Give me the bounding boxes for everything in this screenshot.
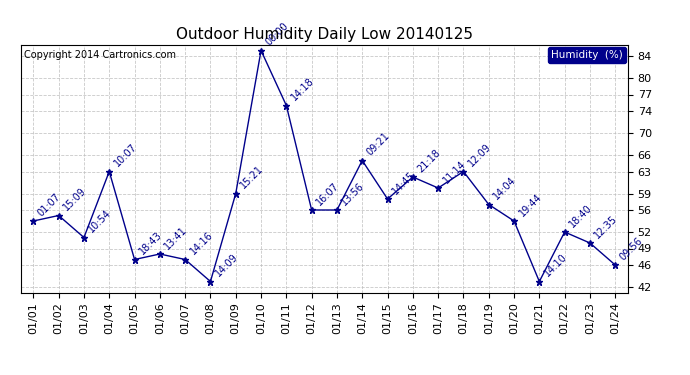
Text: Copyright 2014 Cartronics.com: Copyright 2014 Cartronics.com — [23, 50, 176, 60]
Text: 19:44: 19:44 — [517, 192, 544, 218]
Text: 14:04: 14:04 — [491, 175, 518, 202]
Text: 11:14: 11:14 — [441, 159, 468, 185]
Text: 09:21: 09:21 — [365, 131, 392, 158]
Text: 12:09: 12:09 — [466, 142, 493, 169]
Text: 10:07: 10:07 — [112, 142, 139, 169]
Text: 09:56: 09:56 — [618, 236, 645, 262]
Text: 18:40: 18:40 — [567, 202, 594, 229]
Title: Outdoor Humidity Daily Low 20140125: Outdoor Humidity Daily Low 20140125 — [176, 27, 473, 42]
Text: 13:56: 13:56 — [339, 180, 366, 207]
Text: 10:54: 10:54 — [87, 208, 114, 235]
Legend: Humidity  (%): Humidity (%) — [548, 47, 626, 63]
Text: 01:07: 01:07 — [36, 192, 63, 218]
Text: 18:43: 18:43 — [137, 230, 164, 257]
Text: 15:21: 15:21 — [239, 164, 266, 191]
Text: 14:09: 14:09 — [213, 252, 240, 279]
Text: 14:18: 14:18 — [289, 76, 316, 103]
Text: 21:18: 21:18 — [415, 147, 442, 174]
Text: 00:00: 00:00 — [264, 21, 290, 48]
Text: 14:16: 14:16 — [188, 230, 215, 257]
Text: 16:07: 16:07 — [315, 180, 342, 207]
Text: 14:10: 14:10 — [542, 252, 569, 279]
Text: 13:41: 13:41 — [163, 225, 189, 251]
Text: 15:09: 15:09 — [61, 186, 88, 213]
Text: 12:35: 12:35 — [593, 213, 620, 240]
Text: 14:45: 14:45 — [391, 170, 417, 196]
